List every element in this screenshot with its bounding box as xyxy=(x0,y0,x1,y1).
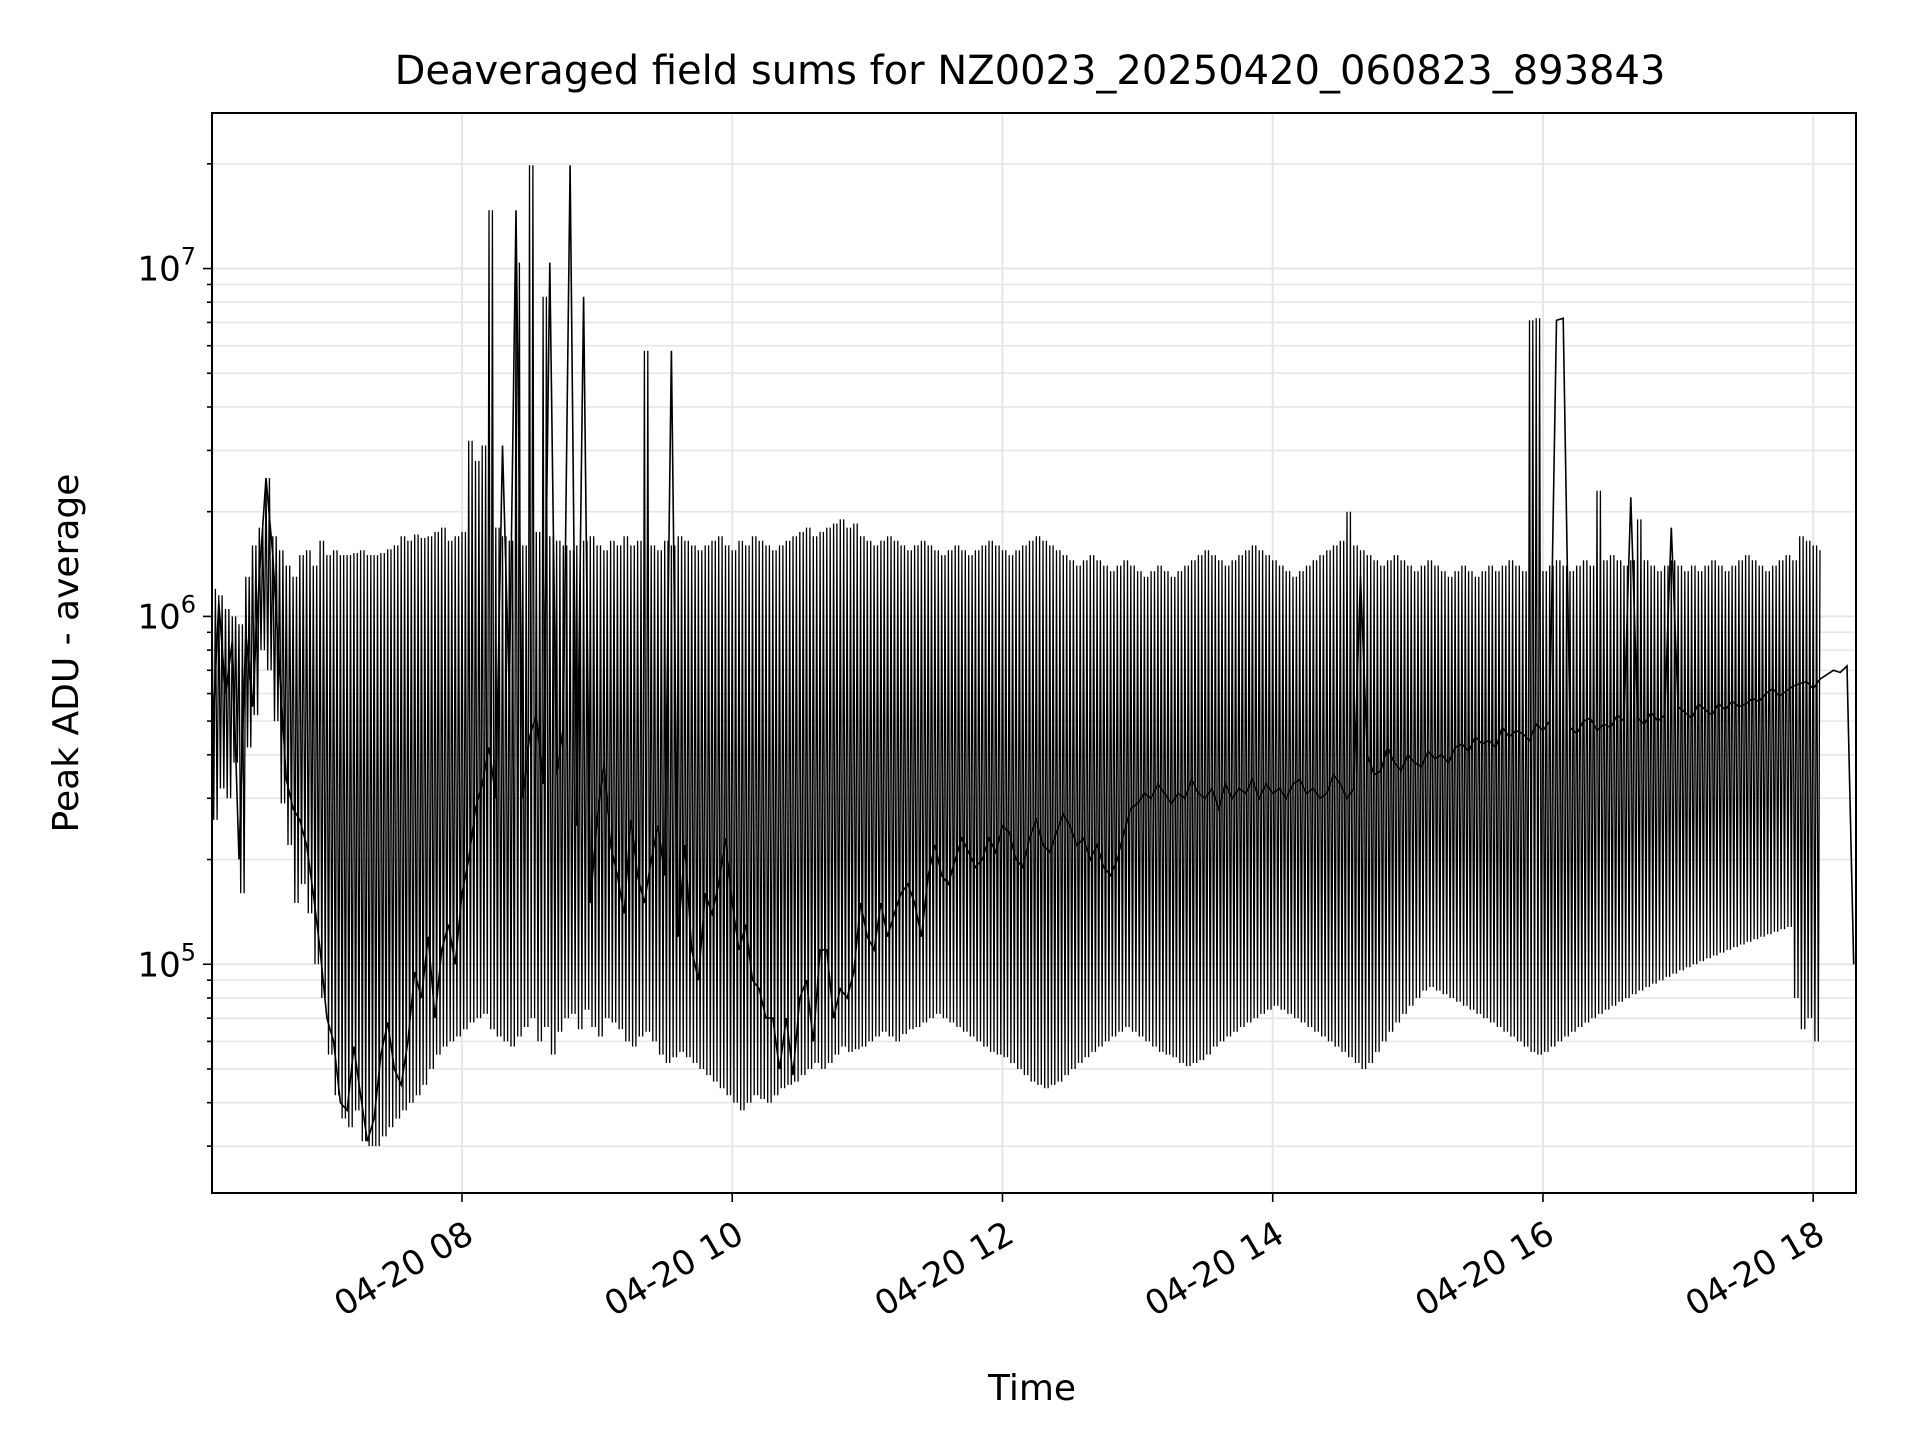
y-tick-label: 107 xyxy=(137,243,196,290)
y-tick-base: 10 xyxy=(137,597,180,637)
y-tick-base: 10 xyxy=(137,945,180,985)
y-tick-exponent: 7 xyxy=(181,243,196,271)
x-axis-label: Time xyxy=(987,1368,1076,1409)
y-tick-label: 106 xyxy=(137,590,196,637)
y-tick-exponent: 6 xyxy=(181,590,196,618)
data-layer xyxy=(212,165,1855,1147)
data-line xyxy=(212,165,1855,1142)
y-tick-base: 10 xyxy=(137,250,180,290)
y-tick-label: 105 xyxy=(137,938,196,985)
chart-title: Deaveraged field sums for NZ0023_2025042… xyxy=(395,48,1666,94)
y-tick-exponent: 5 xyxy=(181,938,196,966)
plot-area-frame xyxy=(211,112,1857,1194)
data-envelope-line xyxy=(212,165,1821,1147)
series-group xyxy=(212,165,1855,1147)
y-axis-label: Peak ADU - average xyxy=(46,474,87,833)
